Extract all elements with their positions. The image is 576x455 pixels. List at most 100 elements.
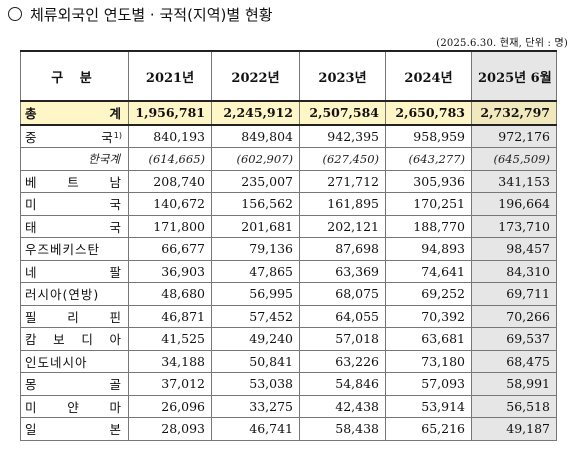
header-category: 구 분 [20, 50, 129, 102]
table-row: 인도네시아 34,188 50,841 63,226 73,180 68,475 [20, 349, 557, 373]
table-cell: 69,711 [471, 282, 557, 306]
table-cell: 47,865 [211, 259, 300, 283]
table-row: 미 얀 마 26,096 33,275 42,438 53,914 56,518 [20, 394, 557, 418]
table-cell: 73,180 [385, 349, 472, 373]
table-cell: 94,893 [385, 237, 472, 261]
country-name: 일 본 [25, 422, 122, 438]
row-label: 필 리 핀 [20, 304, 129, 328]
table-cell: 849,804 [211, 124, 300, 148]
table-row: 네 팔 36,903 47,865 63,369 74,641 84,310 [20, 259, 557, 283]
table-cell: 202,121 [299, 214, 386, 238]
country-name: 필 리 핀 [25, 309, 122, 325]
document-title: 체류외국인 연도별 · 국적(지역)별 현황 [8, 4, 273, 26]
country-name: 태 국 [25, 219, 122, 235]
table-cell: 63,226 [299, 349, 386, 373]
country-name: 우즈베키스탄 [25, 242, 101, 258]
table-cell: 2,732,797 [471, 100, 557, 126]
row-label: 베 트 남 [20, 169, 129, 193]
row-label: 인도네시아 [20, 349, 129, 373]
table-cell: 84,310 [471, 259, 557, 283]
foreign-residents-table: 구 분 2021년 2022년 2023년 2024년 2025년 6월 총 계… [20, 50, 557, 441]
table-cell: 68,075 [299, 282, 386, 306]
table-cell: 235,007 [211, 169, 300, 193]
country-name: 중 국 [25, 129, 114, 145]
table-cell: 208,740 [128, 169, 212, 193]
table-cell: 942,395 [299, 124, 386, 148]
table-cell: 201,681 [211, 214, 300, 238]
total-row: 총 계 1,956,781 2,245,912 2,507,584 2,650,… [20, 100, 557, 126]
table-cell: 173,710 [471, 214, 557, 238]
header-2025-june: 2025년 6월 [471, 50, 557, 102]
table-cell: 2,507,584 [299, 100, 386, 126]
table-cell: 69,537 [471, 327, 557, 351]
table-cell: 66,677 [128, 237, 212, 261]
row-label: 캄 보 디 아 [20, 327, 129, 351]
table-cell: 63,369 [299, 259, 386, 283]
table-cell: 57,018 [299, 327, 386, 351]
table-cell: 53,038 [211, 372, 300, 396]
table-cell: 70,392 [385, 304, 472, 328]
table-cell: 63,681 [385, 327, 472, 351]
table-cell: 98,457 [471, 237, 557, 261]
table-cell: 196,664 [471, 192, 557, 216]
table-cell: 188,770 [385, 214, 472, 238]
table-cell: (645,509) [471, 147, 557, 171]
table-row: 한국계 (614,665) (602,907) (627,450) (643,277)(… [20, 147, 557, 171]
table-row: 베 트 남 208,740 235,007 271,712 305,936 341,153 [20, 169, 557, 193]
table-cell: 46,741 [211, 417, 300, 441]
country-name: 러시아(연방) [25, 287, 100, 303]
table-cell: 58,991 [471, 372, 557, 396]
row-label: 일 본 [20, 417, 129, 441]
table-cell: 69,252 [385, 282, 472, 306]
table-cell: 64,055 [299, 304, 386, 328]
table-cell: (602,907) [211, 147, 300, 171]
table-row: 일 본 28,093 46,741 58,438 65,216 49,187 [20, 417, 557, 441]
unit-note: (2025.6.30. 현재, 단위 : 명) [436, 38, 568, 49]
table-cell: 271,712 [299, 169, 386, 193]
table-cell: 48,680 [128, 282, 212, 306]
table-cell: 972,176 [471, 124, 557, 148]
table-cell: 2,245,912 [211, 100, 300, 126]
row-label: 러시아(연방) [20, 282, 129, 306]
table-cell: 54,846 [299, 372, 386, 396]
table-body: 총 계 1,956,781 2,245,912 2,507,584 2,650,… [20, 100, 557, 441]
table-cell: (627,450) [299, 147, 386, 171]
table-cell: 26,096 [128, 394, 212, 418]
row-label: 미 국 [20, 192, 129, 216]
table-cell: 171,800 [128, 214, 212, 238]
country-name: 한국계 [88, 151, 120, 166]
table-cell: 87,698 [299, 237, 386, 261]
table-cell: 49,240 [211, 327, 300, 351]
country-name: 미 얀 마 [25, 399, 122, 415]
table-cell: 33,275 [211, 394, 300, 418]
row-label: 중 국1) [20, 124, 129, 148]
table-cell: 156,562 [211, 192, 300, 216]
table-cell: 1,956,781 [128, 100, 212, 126]
table-cell: 68,475 [471, 349, 557, 373]
table-cell: 74,641 [385, 259, 472, 283]
table-row: 태 국 171,800 201,681 202,121 188,770 173,710 [20, 214, 557, 238]
table-cell: 36,903 [128, 259, 212, 283]
table-cell: 57,452 [211, 304, 300, 328]
table-cell: 65,216 [385, 417, 472, 441]
table-cell: 56,995 [211, 282, 300, 306]
table-row: 러시아(연방) 48,680 56,995 68,075 69,252 69,711 [20, 282, 557, 306]
header-row: 구 분 2021년 2022년 2023년 2024년 2025년 6월 [20, 50, 557, 102]
table-cell: 28,093 [128, 417, 212, 441]
header-2024: 2024년 [385, 50, 472, 102]
table-cell: 41,525 [128, 327, 212, 351]
table-cell: 170,251 [385, 192, 472, 216]
table-cell: 57,093 [385, 372, 472, 396]
country-name: 베 트 남 [25, 174, 122, 190]
header-2021: 2021년 [128, 50, 212, 102]
table-cell: 56,518 [471, 394, 557, 418]
table-cell: 2,650,783 [385, 100, 472, 126]
table-cell: 70,266 [471, 304, 557, 328]
country-name: 인도네시아 [25, 354, 88, 370]
table-row: 필 리 핀 46,871 57,452 64,055 70,392 70,266 [20, 304, 557, 328]
row-label: 한국계 [20, 147, 129, 171]
table-cell: 50,841 [211, 349, 300, 373]
row-label: 네 팔 [20, 259, 129, 283]
header-2023: 2023년 [299, 50, 386, 102]
table-cell: 37,012 [128, 372, 212, 396]
